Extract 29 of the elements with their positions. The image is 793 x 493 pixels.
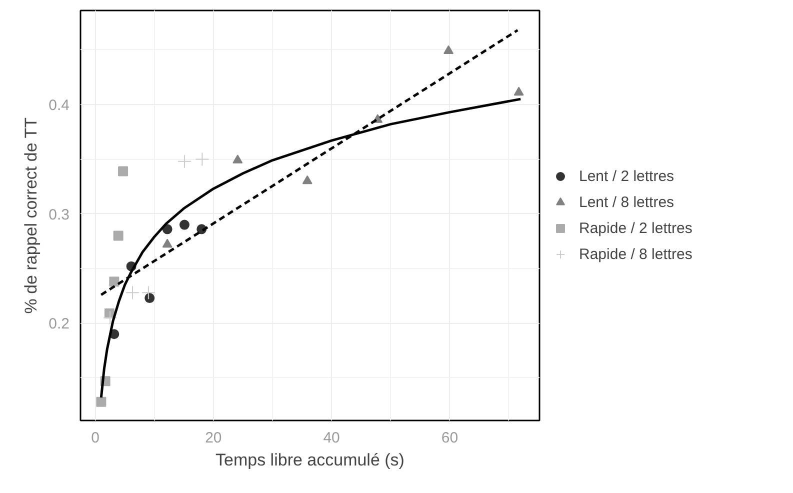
x-tick-label: 60 [441, 430, 458, 446]
point [109, 276, 120, 287]
legend-label: Rapide / 8 lettres [579, 246, 692, 262]
point [232, 154, 243, 164]
legend-label: Rapide / 2 lettres [579, 220, 692, 236]
point [177, 154, 192, 168]
point [96, 396, 106, 407]
y-axis-title: % de rappel correct de TT [22, 118, 41, 314]
point [144, 293, 155, 304]
point [118, 166, 128, 176]
x-tick-label: 20 [205, 430, 222, 446]
point [141, 286, 156, 300]
x-tick-label: 0 [91, 430, 100, 446]
point [179, 220, 190, 230]
y-tick-label: 0.3 [48, 206, 70, 224]
legend-label: Lent / 8 lettres [579, 194, 674, 210]
point [444, 45, 454, 54]
point [514, 86, 524, 96]
point [113, 230, 124, 241]
x-tick-label: 40 [323, 430, 340, 446]
point [195, 152, 210, 166]
y-tick-label: 0.2 [48, 316, 70, 333]
point [162, 238, 172, 248]
point [125, 286, 140, 300]
point [103, 310, 118, 325]
x-axis-title: Temps libre accumulé (s) [216, 450, 404, 470]
legend-label: Lent / 2 lettres [579, 168, 674, 184]
point [302, 175, 312, 184]
y-tick-label: 0.4 [48, 97, 70, 114]
